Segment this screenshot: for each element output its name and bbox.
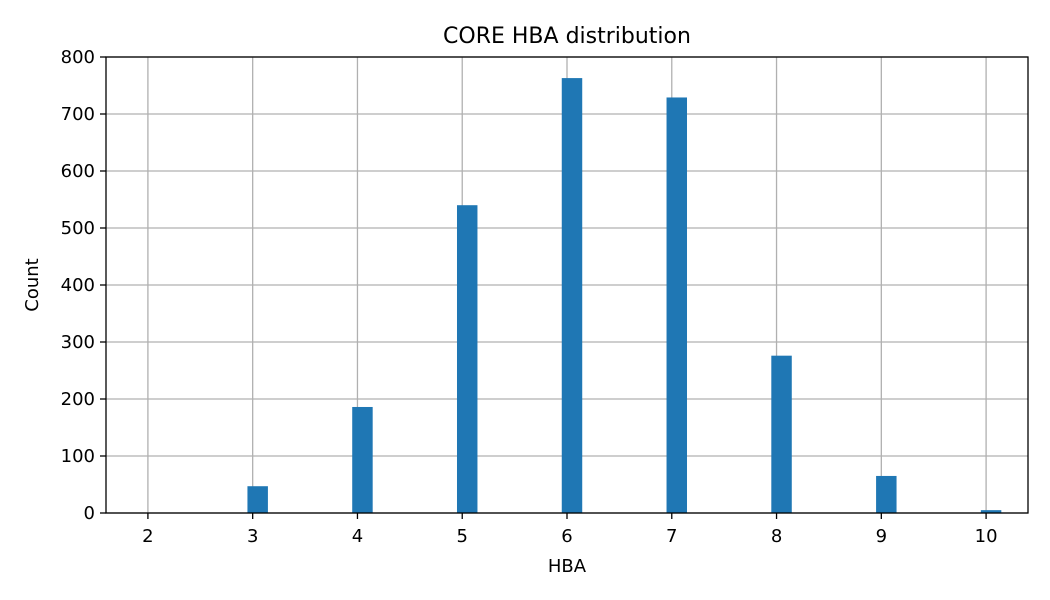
y-tick-label: 500 (61, 218, 95, 239)
chart-title: CORE HBA distribution (443, 24, 691, 49)
bar-3 (247, 486, 268, 513)
x-tick-label: 3 (247, 526, 258, 547)
y-tick-label: 0 (84, 503, 95, 524)
y-tick-label: 600 (61, 161, 95, 182)
y-tick-label: 400 (61, 275, 95, 296)
bar-4 (352, 406, 373, 513)
x-tick-label: 8 (771, 526, 782, 547)
x-tick-label: 4 (352, 526, 363, 547)
bar-10 (980, 510, 1002, 513)
x-tick-label: 9 (876, 526, 887, 547)
y-tick-label: 700 (61, 104, 95, 125)
x-tick-label: 2 (142, 526, 153, 547)
bar-8 (771, 355, 792, 513)
bars (247, 78, 1002, 513)
y-tick-label: 800 (61, 47, 95, 68)
x-tick-label: 7 (666, 526, 677, 547)
bar-5 (456, 205, 478, 513)
bar-6 (561, 78, 583, 513)
y-axis: 0 100 200 300 400 500 600 700 800 (61, 47, 106, 524)
x-tick-label: 6 (561, 526, 572, 547)
y-tick-label: 300 (61, 332, 95, 353)
x-axis: 2 3 4 5 6 7 8 9 10 (142, 513, 998, 547)
y-tick-label: 200 (61, 389, 95, 410)
bar-9 (876, 475, 897, 513)
y-tick-label: 100 (61, 446, 95, 467)
bar-7 (666, 97, 688, 513)
x-tick-label: 10 (975, 526, 998, 547)
x-axis-title: HBA (548, 556, 587, 577)
y-axis-title: Count (22, 258, 43, 311)
x-tick-label: 5 (457, 526, 468, 547)
